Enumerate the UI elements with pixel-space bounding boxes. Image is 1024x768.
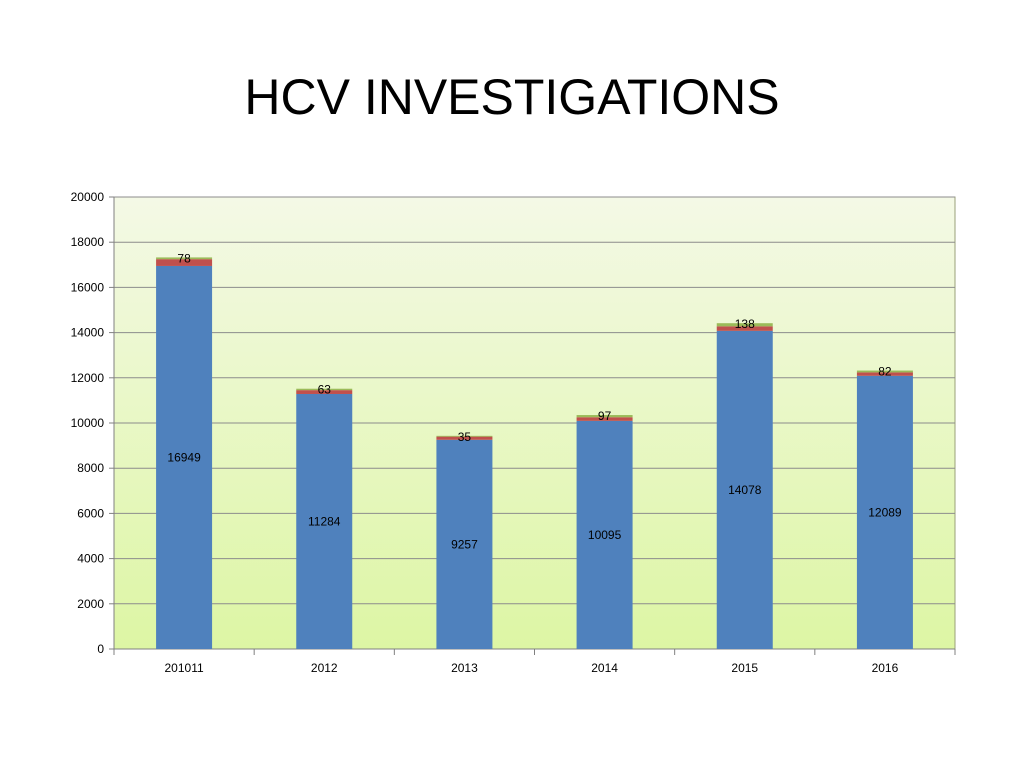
y-tick-label: 20000 [71,190,105,204]
bar-segment [296,390,353,394]
bar-segment [436,435,493,437]
bar-segment [856,372,913,376]
bar-segment [156,259,213,266]
y-tick-label: 10000 [71,416,105,430]
bar-segment [436,439,493,649]
x-tick-label: 2012 [311,661,338,675]
data-label: 97 [598,409,612,423]
bar-segment [856,375,913,649]
x-tick-label: 2015 [731,661,758,675]
data-label: 16949 [167,450,201,464]
bar-segment [576,417,633,421]
bar-segment [156,257,213,260]
data-labels: 16949 78 11284 63 9257 35 10095 97 14078 138 12089… [167,251,902,551]
bar-segment [576,420,633,649]
data-label: 14078 [728,483,762,497]
y-tick-label: 6000 [77,506,104,520]
y-tick-label: 16000 [71,280,105,294]
bar-series [156,257,913,649]
y-tick-label: 12000 [71,371,105,385]
bar-segment [716,330,773,649]
x-tick-label: 2016 [872,661,899,675]
data-label: 63 [318,383,332,397]
bar-segment [856,370,913,373]
bar-segment [716,323,773,327]
y-tick-label: 2000 [77,597,104,611]
data-label: 10095 [588,528,622,542]
bar-segment [716,326,773,331]
y-tick-label: 18000 [71,235,105,249]
data-label: 138 [735,317,755,331]
x-axis: 201011 2012 2013 2014 2015 2016 [113,648,956,675]
bar-segment [296,388,353,391]
bar-segment [436,436,493,440]
gridlines [114,196,955,605]
x-tick-label: 2014 [591,661,618,675]
data-label: 9257 [451,537,478,551]
data-label: 78 [177,251,191,265]
data-label: 82 [878,365,892,379]
data-label: 11284 [308,514,341,528]
chart-title: HCV INVESTIGATIONS [244,69,780,125]
y-tick-label: 0 [97,642,104,656]
y-tick-label: 8000 [77,461,104,475]
data-label: 12089 [868,505,902,519]
bar-segment [576,415,633,418]
y-axis: 0 2000 4000 6000 8000 10000 12000 14000 16000 180… [71,190,115,656]
y-tick-label: 14000 [71,326,105,340]
bar-segment [296,393,353,649]
data-label: 35 [458,430,472,444]
x-tick-label: 201011 [165,661,204,675]
x-tick-label: 2013 [451,661,478,675]
y-tick-label: 4000 [77,552,104,566]
bar-segment [156,265,213,649]
